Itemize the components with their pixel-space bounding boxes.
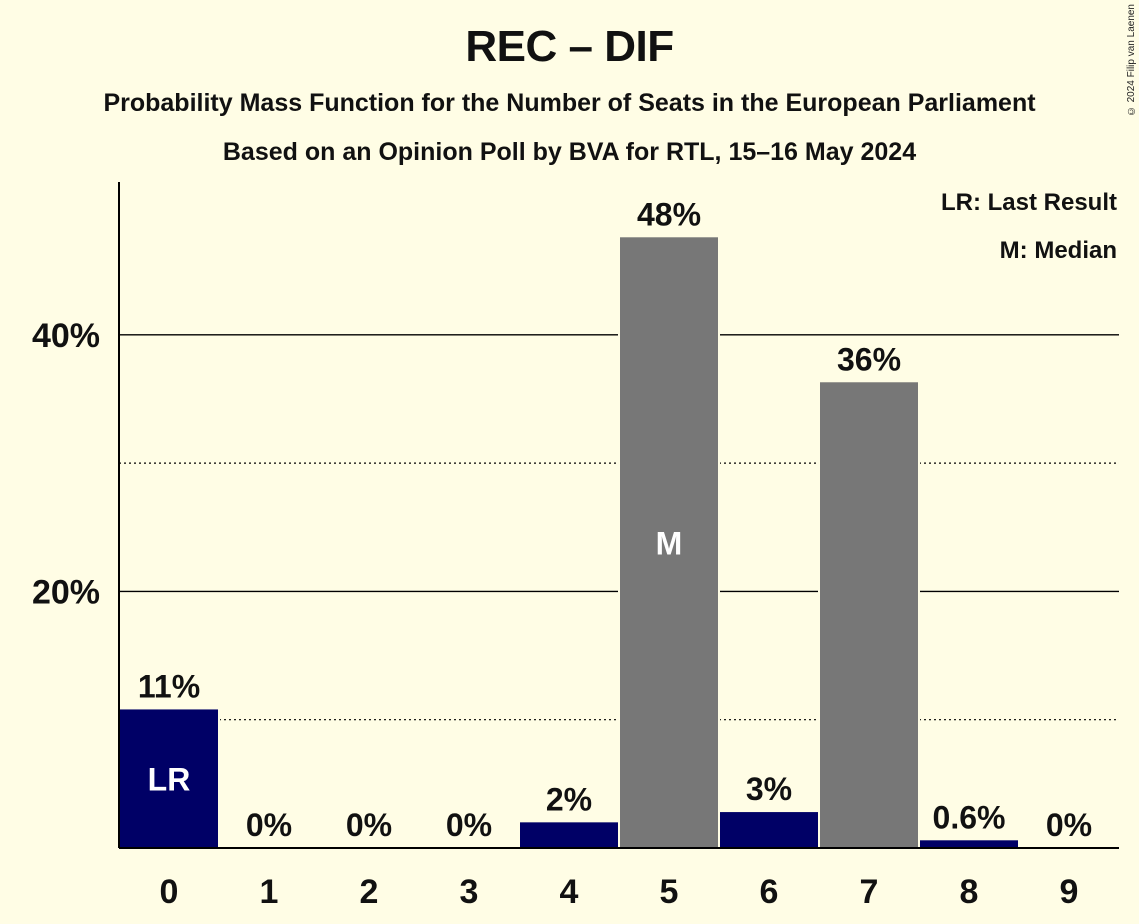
axes xyxy=(118,182,1119,849)
x-tick-label: 0 xyxy=(160,873,179,911)
chart-source: Based on an Opinion Poll by BVA for RTL,… xyxy=(222,138,917,166)
bar xyxy=(720,812,818,848)
value-label: 0% xyxy=(1046,807,1092,843)
bar xyxy=(520,822,618,848)
bar xyxy=(620,237,718,849)
chart-subtitle: Probability Mass Function for the Number… xyxy=(103,89,1036,117)
x-tick-label: 3 xyxy=(460,873,479,911)
x-tick-label: 6 xyxy=(760,873,779,911)
x-tick-label: 4 xyxy=(560,873,579,911)
bars xyxy=(118,235,1020,849)
legend-last-result: LR: Last Result xyxy=(941,189,1117,216)
median-marker: M xyxy=(656,526,683,562)
value-label: 0% xyxy=(346,807,392,843)
value-label: 0% xyxy=(246,807,292,843)
value-label: 11% xyxy=(138,668,200,704)
value-label: 0.6% xyxy=(933,799,1006,835)
grid-lines: 20% 40% xyxy=(32,317,1119,721)
y-tick-label: 20% xyxy=(32,573,100,611)
x-tick-label: 5 xyxy=(660,873,679,911)
value-label: 2% xyxy=(546,781,592,817)
value-label: 48% xyxy=(637,196,701,232)
x-tick-label: 1 xyxy=(260,873,279,911)
legend-median: M: Median xyxy=(1000,237,1117,264)
x-tick-label: 2 xyxy=(360,873,379,911)
bar xyxy=(920,840,1018,848)
last-result-marker: LR xyxy=(148,762,191,798)
value-label: 36% xyxy=(837,341,901,377)
x-tick-label: 7 xyxy=(860,873,879,911)
x-tick-label: 8 xyxy=(960,873,979,911)
x-tick-label: 9 xyxy=(1060,873,1079,911)
value-label: 0% xyxy=(446,807,492,843)
chart-title: REC – DIF xyxy=(465,22,674,71)
labels: 11% 0 LR 0% 1 0% 2 0% 3 2% 4 48% 5 M 3% 6 36% 7 0.6% 8 0% 9 xyxy=(138,196,1092,911)
value-label: 3% xyxy=(746,771,792,807)
y-tick-label: 40% xyxy=(32,317,100,355)
bar xyxy=(820,382,918,848)
bar xyxy=(120,709,218,848)
